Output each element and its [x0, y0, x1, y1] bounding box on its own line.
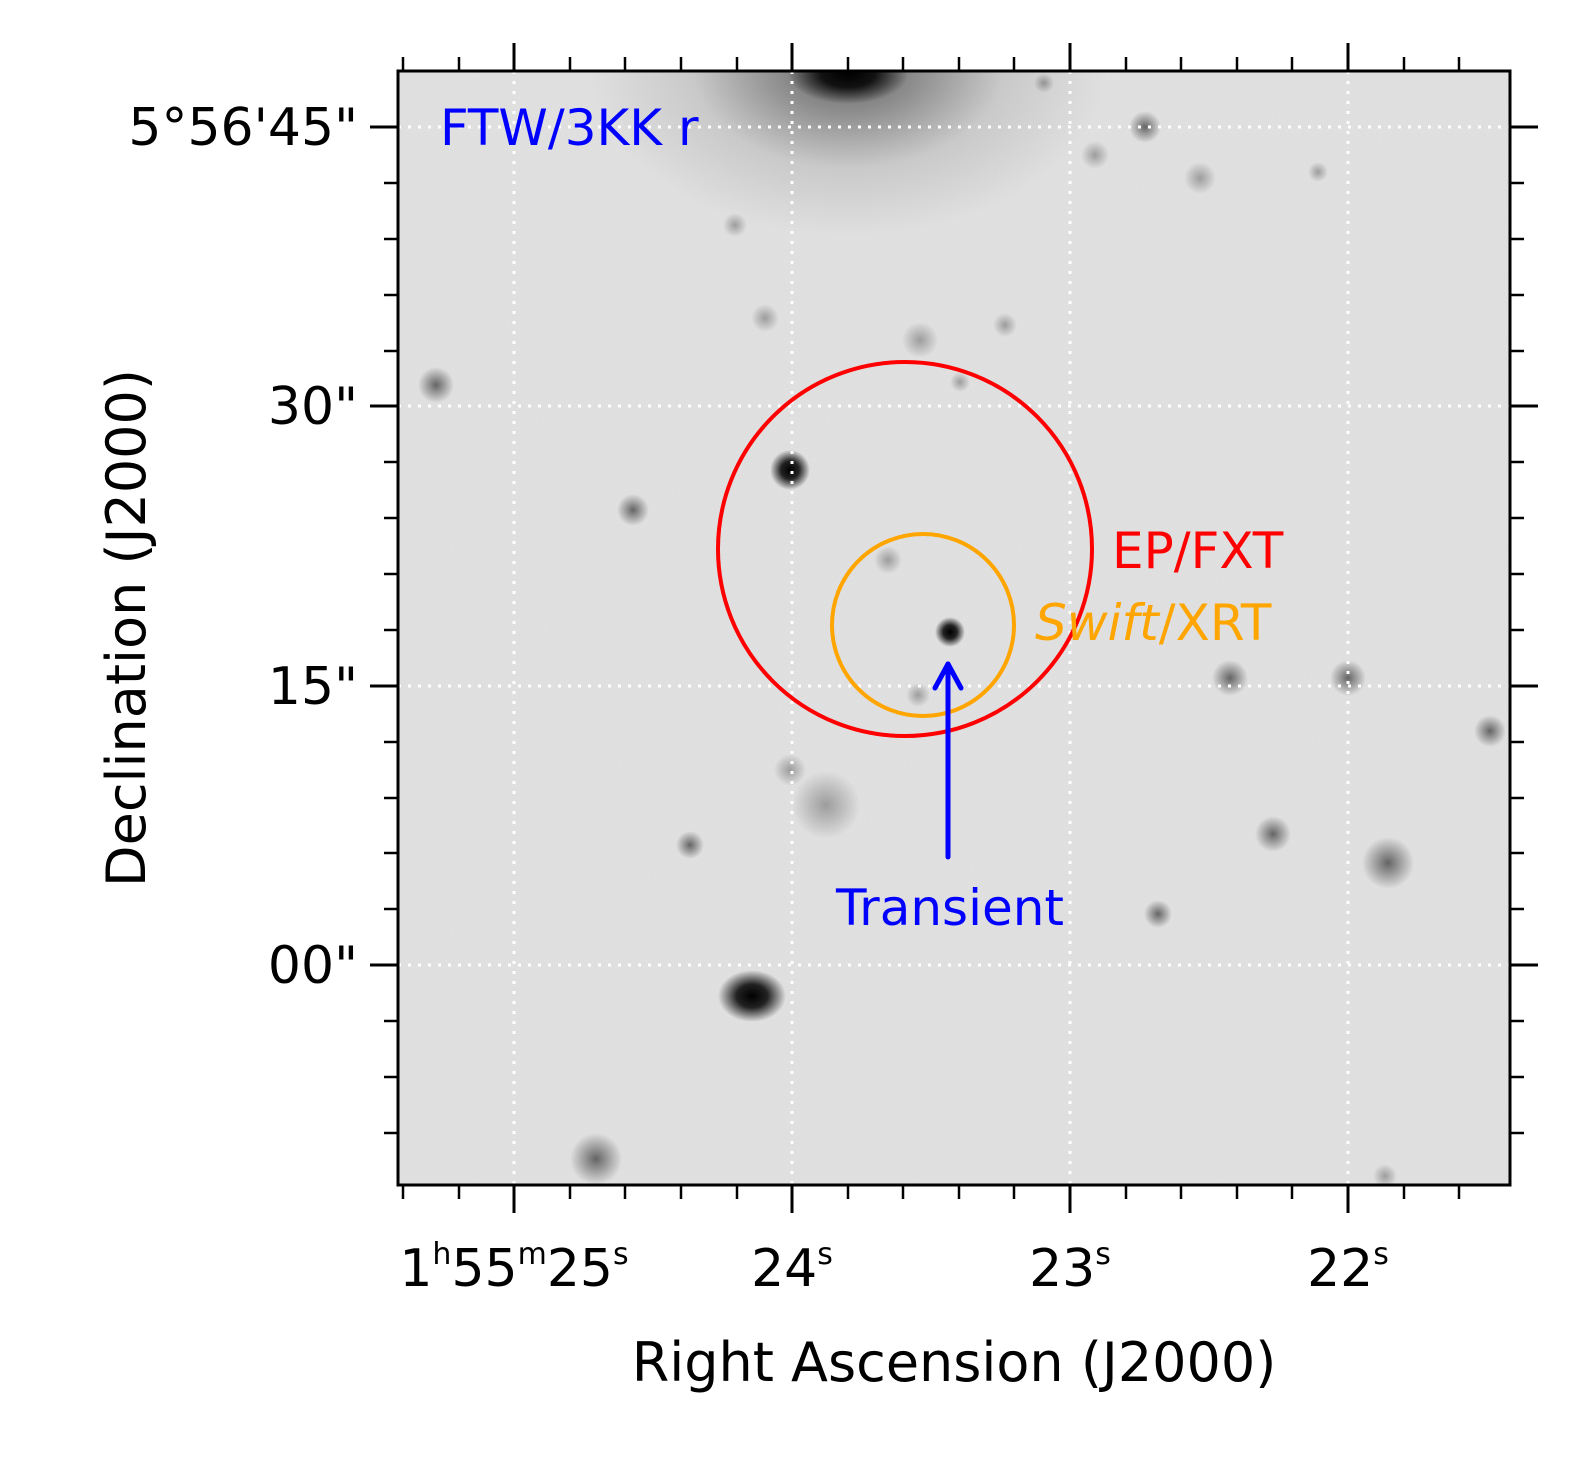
- field-sources: [418, 73, 1506, 1185]
- swift-xrt-label: Swift/XRT: [1035, 594, 1272, 652]
- ra-tick-label-22s: 22s: [1307, 1237, 1389, 1299]
- y-axis-label: Declination (J2000): [95, 369, 158, 887]
- ra-tick-label-24s: 24s: [751, 1237, 833, 1299]
- bright-star-halo: [588, 71, 1108, 236]
- bright-star-core: [788, 71, 908, 104]
- dec-tick-label-15: 15": [268, 657, 358, 717]
- plot-frame: [396, 69, 1512, 1187]
- ra-tick-labels: 1h55m25s 24s 23s 22s: [399, 1237, 1389, 1299]
- dec-tick-label-30: 30": [268, 377, 358, 437]
- transient-arrow: [932, 661, 964, 860]
- ra-tick-label-25s: 1h55m25s: [399, 1237, 628, 1299]
- ep-fxt-label: EP/FXT: [1112, 522, 1284, 580]
- panel-label: FTW/3KK r: [440, 99, 699, 157]
- x-axis-label: Right Ascension (J2000): [632, 1331, 1277, 1394]
- ep-fxt-error-circle: [716, 360, 1094, 738]
- ra-tick-label-23s: 23s: [1029, 1237, 1111, 1299]
- sky-image: [398, 71, 1510, 1185]
- swift-xrt-error-circle: [830, 532, 1016, 718]
- transient-label: Transient: [835, 879, 1064, 937]
- swift-xrt-label-rest: /XRT: [1159, 594, 1272, 652]
- major-ticks: [370, 43, 1538, 1213]
- swift-xrt-label-italic: Swift: [1035, 594, 1161, 652]
- dec-tick-labels: 5°56'45" 30" 15" 00": [128, 98, 358, 996]
- minor-ticks: [384, 57, 1524, 1199]
- dec-tick-label-00: 00": [268, 936, 358, 996]
- dec-tick-label-45: 5°56'45": [128, 98, 358, 158]
